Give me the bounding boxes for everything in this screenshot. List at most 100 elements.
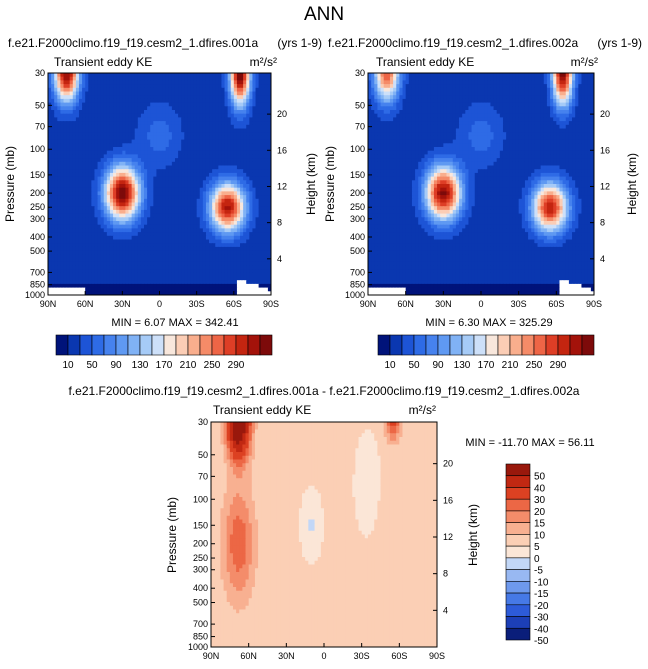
grid-cell [122, 161, 126, 166]
grid-cell [233, 228, 238, 233]
grid-cell [528, 84, 532, 89]
grid-cell [144, 80, 148, 85]
grid-cell [119, 265, 123, 270]
grid-cell [202, 139, 207, 144]
grid-cell [193, 117, 198, 122]
grid-cell [187, 154, 191, 159]
grid-cell [69, 132, 74, 137]
grid-cell [261, 128, 266, 133]
grid-cell [63, 224, 68, 229]
grid-cell [221, 258, 226, 263]
grid-cell [153, 258, 157, 263]
grid-cell [147, 235, 151, 240]
grid-cell [103, 95, 108, 100]
grid-cell [187, 228, 191, 233]
grid-cell [267, 213, 272, 218]
grid-cell [487, 80, 491, 85]
grid-cell [156, 235, 160, 240]
grid-cell [128, 113, 133, 118]
grid-cell [246, 191, 250, 196]
grid-cell [209, 235, 213, 240]
grid-cell [236, 80, 241, 85]
grid-cell [184, 150, 188, 155]
grid-cell [119, 202, 123, 207]
grid-cell [415, 91, 419, 96]
grid-cell [261, 228, 266, 233]
grid-cell [113, 180, 117, 185]
grid-cell [261, 143, 266, 148]
grid-cell [100, 110, 105, 115]
grid-cell [196, 98, 201, 104]
grid-cell [94, 291, 99, 296]
grid-cell [113, 147, 117, 152]
grid-cell [113, 191, 117, 196]
grid-cell [181, 98, 185, 104]
grid-cell [202, 172, 207, 178]
grid-cell [140, 124, 145, 129]
grid-cell [122, 265, 126, 270]
grid-cell [418, 87, 422, 92]
grid-cell [171, 269, 176, 274]
grid-cell [187, 180, 191, 185]
grid-cell [184, 172, 188, 178]
grid-cell [184, 106, 188, 111]
grid-cell [178, 87, 182, 92]
grid-cell [209, 150, 213, 155]
grid-cell [85, 73, 89, 78]
grid-cell [165, 246, 170, 252]
grid-cell [69, 147, 74, 152]
grid-cell [78, 84, 83, 89]
grid-cell [119, 139, 123, 144]
grid-cell [168, 195, 173, 200]
grid-cell [233, 195, 238, 200]
grid-cell [181, 110, 185, 115]
grid-cell [243, 283, 247, 289]
grid-cell [221, 73, 226, 78]
grid-cell [468, 76, 473, 81]
grid-cell [88, 287, 92, 292]
grid-cell [103, 269, 108, 274]
grid-cell [171, 139, 176, 144]
grid-cell [78, 265, 83, 270]
grid-cell [202, 283, 207, 289]
grid-cell [255, 102, 260, 107]
grid-cell [190, 187, 195, 192]
grid-cell [267, 147, 272, 152]
grid-cell [261, 258, 266, 263]
grid-cell [224, 246, 229, 252]
grid-cell [128, 258, 133, 263]
grid-cell [484, 73, 488, 78]
colorbar-label: 210 [180, 360, 197, 371]
grid-cell [159, 191, 164, 196]
grid-cell [193, 161, 198, 166]
grid-cell [221, 143, 226, 148]
grid-cell [249, 213, 253, 218]
grid-cell [116, 269, 120, 274]
grid-cell [103, 283, 108, 289]
grid-cell [156, 132, 160, 137]
grid-cell [66, 228, 71, 233]
grid-cell [144, 117, 148, 122]
grid-cell [209, 276, 213, 281]
grid-cell [88, 154, 92, 159]
grid-cell [252, 158, 257, 163]
grid-cell [109, 206, 114, 211]
grid-cell [233, 95, 238, 100]
grid-cell [125, 246, 130, 252]
grid-cell [78, 91, 83, 96]
grid-cell [249, 161, 253, 166]
grid-cell [233, 135, 238, 141]
grid-cell [97, 98, 102, 104]
grid-cell [165, 202, 170, 207]
grid-cell [63, 228, 68, 233]
grid-cell [184, 154, 188, 159]
grid-cell [106, 161, 111, 166]
grid-cell [116, 172, 120, 178]
grid-cell [565, 80, 570, 85]
grid-cell [57, 209, 61, 215]
grid-cell [150, 87, 154, 92]
grid-cell [91, 95, 95, 100]
grid-cell [75, 150, 80, 155]
grid-cell [51, 198, 55, 203]
grid-cell [168, 254, 173, 259]
